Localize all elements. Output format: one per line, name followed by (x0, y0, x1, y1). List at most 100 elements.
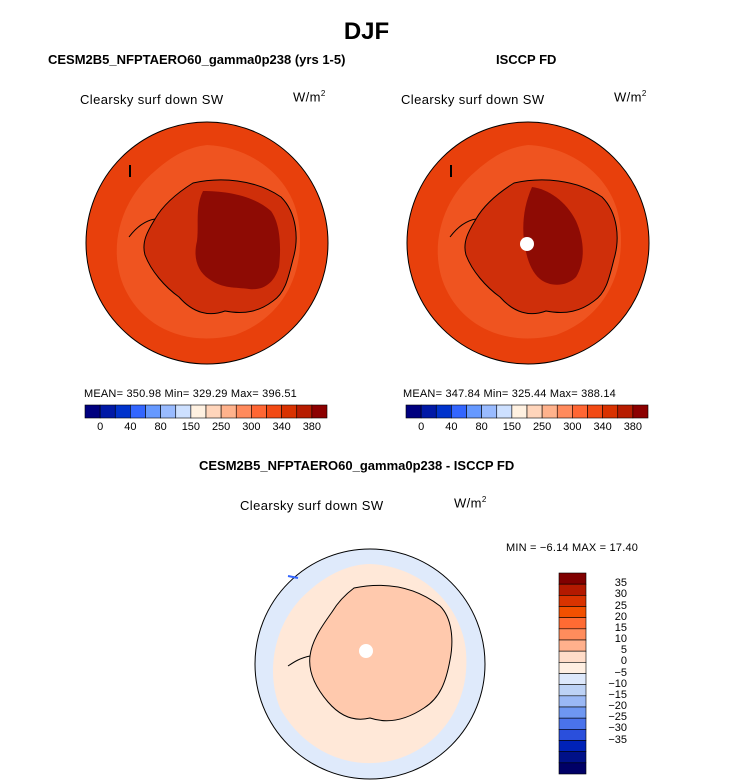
colorbar-cell (558, 684, 587, 697)
colorbar-tick-label: 250 (211, 421, 231, 433)
colorbar-cell (420, 404, 437, 419)
colorbar-cell (114, 404, 131, 419)
colorbar-cell (558, 572, 587, 585)
colorbar-cell (556, 404, 573, 419)
panel3-units: W/m2 (454, 495, 487, 511)
colorbar-tick-label: −20 (608, 700, 627, 712)
colorbar-cell (266, 404, 282, 419)
colorbar-cell (558, 595, 587, 607)
panel2-colorbar (405, 404, 649, 419)
panel2-title: ISCCP FD (496, 52, 557, 67)
colorbar-cell (451, 404, 467, 419)
colorbar-tick-label: 35 (614, 577, 627, 590)
colorbar-cell (296, 404, 313, 419)
panel1-map (85, 121, 329, 365)
colorbar-cell (558, 673, 587, 685)
colorbar-cell (558, 662, 587, 674)
panel3-variable: Clearsky surf down SW (240, 498, 384, 513)
panel3-stats: MIN = −6.14 MAX = 17.40 (506, 542, 639, 554)
panel1-units: W/m2 (293, 89, 326, 105)
panel2-map (406, 121, 650, 365)
colorbar-cell (558, 762, 587, 775)
panel2-stats: MEAN= 347.84 Min= 325.44 Max= 388.14 (403, 388, 616, 400)
colorbar-cell (558, 583, 587, 596)
colorbar-cell (251, 404, 267, 419)
panel2-peninsula (449, 218, 477, 238)
colorbar-tick-label: 380 (623, 421, 643, 433)
colorbar-tick-label: 150 (502, 421, 522, 433)
colorbar-tick-label: 30 (614, 588, 627, 601)
colorbar-tick-label: 0 (97, 421, 104, 433)
colorbar-cell (526, 404, 543, 419)
panel3-colorbar-ticks: 35 30 25 20 15 10 5 0 −5 −10 −15 −20 −25 −30 −35 (593, 572, 633, 775)
colorbar-cell (311, 404, 328, 419)
colorbar-cell (632, 404, 649, 419)
colorbar-tick-label: 80 (475, 421, 488, 433)
colorbar-cell (496, 404, 513, 419)
colorbar-tick-label: 80 (154, 421, 167, 433)
colorbar-cell (558, 706, 587, 719)
colorbar-cell (558, 617, 587, 630)
colorbar-cell (84, 404, 101, 419)
colorbar-cell (190, 404, 207, 419)
panel3-antarctica (309, 584, 453, 722)
colorbar-tick-label: −30 (608, 722, 627, 735)
colorbar-cell (175, 404, 192, 419)
panel2-plateau (523, 187, 583, 285)
panel1-title: CESM2B5_NFPTAERO60_gamma0p238 (yrs 1-5) (48, 52, 346, 67)
page-title: DJF (343, 18, 390, 45)
colorbar-cell (558, 751, 587, 764)
panel1-island (129, 165, 131, 177)
panel1-colorbar-ticks: 0 40 80 150 250 300 340 380 (84, 421, 328, 435)
colorbar-tick-label: 340 (593, 421, 612, 433)
colorbar-cell (558, 740, 587, 752)
colorbar-tick-label: 10 (614, 633, 627, 645)
colorbar-cell (511, 404, 528, 419)
colorbar-cell (130, 404, 146, 419)
colorbar-tick-label: 0 (620, 655, 627, 668)
panel1-plateau (195, 191, 281, 290)
panel3-peninsula (287, 655, 311, 667)
colorbar-cell (541, 404, 558, 419)
panel2-variable: Clearsky surf down SW (401, 92, 545, 107)
panel1-stats: MEAN= 350.98 Min= 329.29 Max= 396.51 (84, 388, 297, 400)
colorbar-cell (405, 404, 422, 419)
colorbar-cell (281, 404, 298, 419)
colorbar-cell (435, 404, 452, 419)
panel1-colorbar (84, 404, 328, 419)
colorbar-cell (481, 404, 498, 419)
panel3-title: CESM2B5_NFPTAERO60_gamma0p238 - ISCCP FD (199, 458, 515, 473)
colorbar-tick-label: −5 (614, 666, 627, 679)
colorbar-tick-label: 0 (418, 421, 425, 433)
colorbar-tick-label: 250 (532, 421, 552, 433)
panel2-island (450, 165, 452, 177)
colorbar-cell (235, 404, 252, 419)
panel3-blue-patch (287, 575, 299, 579)
colorbar-cell (558, 695, 587, 708)
panel1-peninsula (128, 218, 156, 238)
colorbar-cell (99, 404, 116, 419)
colorbar-tick-label: −35 (608, 733, 627, 746)
colorbar-cell (602, 404, 619, 419)
colorbar-cell (558, 729, 587, 741)
colorbar-cell (145, 404, 161, 419)
colorbar-tick-label: 300 (563, 421, 582, 433)
panel3-colorbar (558, 572, 587, 775)
colorbar-cell (466, 404, 482, 419)
colorbar-cell (220, 404, 237, 419)
colorbar-tick-label: 150 (181, 421, 201, 433)
colorbar-cell (160, 404, 177, 419)
colorbar-cell (572, 404, 588, 419)
colorbar-tick-label: 340 (272, 421, 291, 433)
colorbar-tick-label: 20 (614, 610, 627, 623)
colorbar-tick-label: 40 (445, 421, 458, 433)
colorbar-tick-label: −15 (608, 688, 627, 701)
panel1-variable: Clearsky surf down SW (80, 92, 224, 107)
colorbar-tick-label: 25 (614, 599, 627, 612)
colorbar-cell (205, 404, 222, 419)
colorbar-cell (558, 606, 587, 618)
colorbar-cell (587, 404, 603, 419)
colorbar-tick-label: −25 (608, 711, 627, 724)
colorbar-tick-label: −10 (608, 677, 627, 690)
colorbar-tick-label: 40 (124, 421, 137, 433)
